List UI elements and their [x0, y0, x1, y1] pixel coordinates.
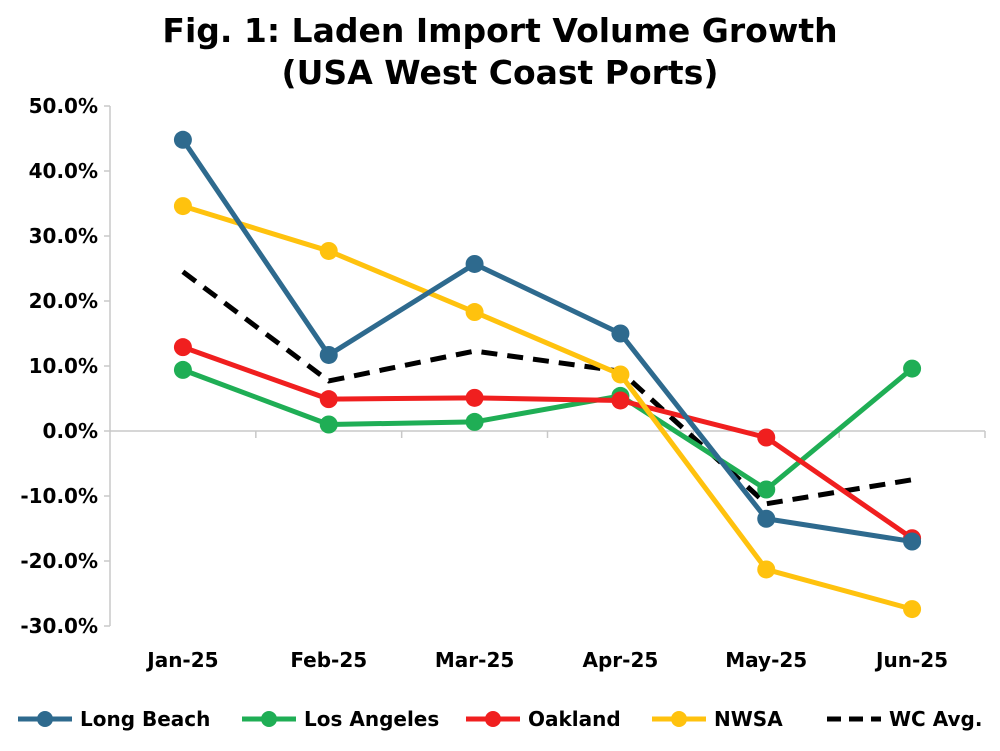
legend-label: Los Angeles — [304, 707, 439, 731]
legend-item-oakland: Oakland — [466, 707, 621, 731]
legend-marker — [37, 711, 53, 727]
data-point-long-beach — [611, 324, 630, 343]
y-tick-label: 40.0% — [29, 159, 98, 183]
axes: 50.0% 40.0% 30.0% 20.0% 10.0% 0.0% -10.0% -20.0… — [20, 94, 986, 672]
series-line-long-beach — [180, 137, 915, 544]
legend-marker — [671, 711, 687, 727]
legend-label: NWSA — [714, 707, 783, 731]
x-tick-label: Jun-25 — [874, 648, 948, 672]
series-line-nwsa — [180, 203, 915, 612]
x-tick-label: May-25 — [725, 648, 807, 672]
legend-item-wc-avg: WC Avg. — [827, 707, 982, 731]
y-tick-label: 50.0% — [29, 94, 98, 118]
data-point-los-angeles — [757, 480, 776, 499]
data-point-nwsa — [319, 241, 338, 260]
legend-marker — [261, 711, 277, 727]
data-point-los-angeles — [903, 359, 922, 378]
data-point-nwsa — [173, 197, 192, 216]
series-line-los-angeles — [180, 366, 915, 492]
data-point-nwsa — [465, 303, 484, 322]
y-tick-label: 30.0% — [29, 224, 98, 248]
legend-item-los-angeles: Los Angeles — [242, 707, 439, 731]
series-layer — [173, 130, 922, 619]
data-point-oakland — [757, 428, 776, 447]
data-point-long-beach — [319, 345, 338, 364]
series-wc-avg — [181, 269, 913, 507]
data-point-long-beach — [757, 509, 776, 528]
y-tick-label: 10.0% — [29, 354, 98, 378]
data-point-oakland — [173, 338, 192, 357]
y-tick-label: -30.0% — [20, 614, 98, 638]
data-point-long-beach — [465, 254, 484, 273]
data-point-los-angeles — [465, 412, 484, 431]
data-point-oakland — [611, 391, 630, 410]
x-tick-label: Jan-25 — [145, 648, 218, 672]
legend-label: Long Beach — [80, 707, 210, 731]
data-point-los-angeles — [319, 415, 338, 434]
series-line-wc-avg — [181, 269, 913, 507]
legend-item-long-beach: Long Beach — [18, 707, 210, 731]
y-tick-label: -10.0% — [20, 484, 98, 508]
series-line-oakland — [180, 344, 915, 541]
data-point-oakland — [465, 388, 484, 407]
data-point-long-beach — [173, 130, 192, 149]
y-tick-label: 0.0% — [43, 419, 98, 443]
x-tick-label: Apr-25 — [583, 648, 659, 672]
legend-marker — [485, 711, 501, 727]
chart-title: Fig. 1: Laden Import Volume Growth — [162, 11, 837, 50]
chart-subtitle: (USA West Coast Ports) — [282, 53, 719, 92]
series-long-beach — [173, 130, 922, 551]
series-nwsa — [173, 197, 922, 619]
x-tick-label: Feb-25 — [290, 648, 367, 672]
series-oakland — [173, 338, 922, 548]
y-tick-label: -20.0% — [20, 549, 98, 573]
data-point-nwsa — [757, 560, 776, 579]
data-point-oakland — [319, 390, 338, 409]
x-tick-label: Mar-25 — [435, 648, 514, 672]
legend-item-nwsa: NWSA — [652, 707, 783, 731]
legend-label: Oakland — [528, 707, 621, 731]
y-tick-label: 20.0% — [29, 289, 98, 313]
data-point-nwsa — [611, 365, 630, 384]
legend-label: WC Avg. — [889, 707, 982, 731]
data-point-long-beach — [903, 532, 922, 551]
data-point-los-angeles — [173, 360, 192, 379]
data-point-nwsa — [903, 600, 922, 619]
series-los-angeles — [173, 359, 922, 499]
legend: Long Beach Los Angeles Oakland NWSA WC Avg. — [18, 707, 982, 731]
